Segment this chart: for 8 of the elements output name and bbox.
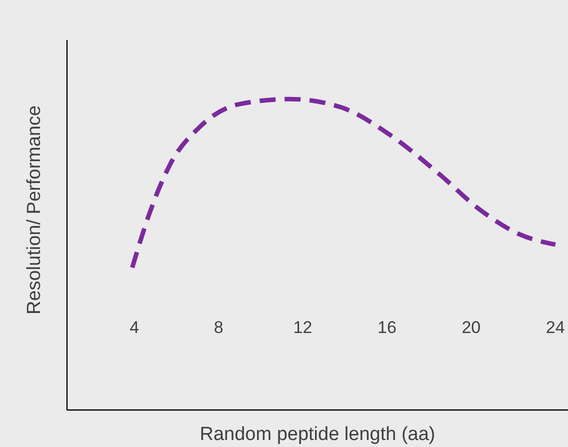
x-tick-label: 20 [462,318,481,337]
x-tick-label: 8 [214,318,224,337]
x-tick-label: 16 [378,318,396,337]
x-axis-title: Random peptide length (aa) [200,424,436,445]
y-axis-title: Resolution/ Performance [24,105,45,315]
x-tick-label: 24 [546,318,565,337]
x-tick-label: 12 [293,318,312,337]
x-tick-label: 4 [130,318,140,337]
